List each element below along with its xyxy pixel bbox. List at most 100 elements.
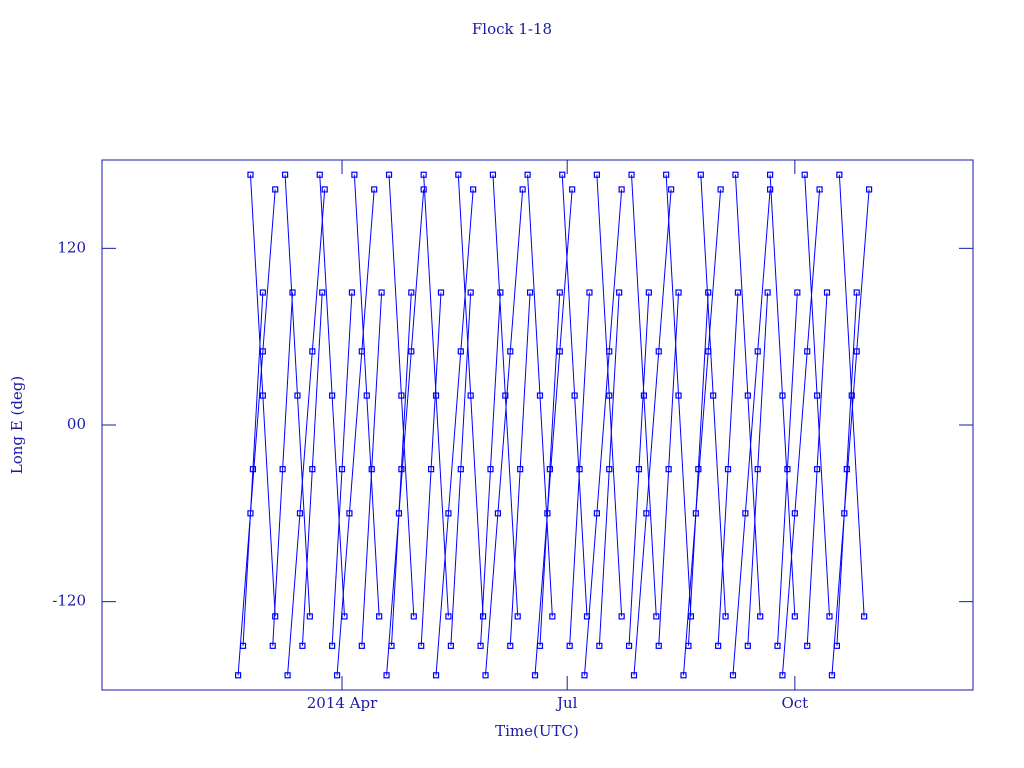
point-marker — [351, 171, 358, 178]
line — [598, 292, 620, 646]
line — [361, 292, 383, 646]
x-tick-label: 2014 Apr — [307, 694, 378, 712]
point-marker — [814, 392, 821, 399]
line — [584, 189, 623, 676]
point-marker — [358, 348, 365, 355]
point-marker — [420, 171, 427, 178]
point-marker — [675, 289, 682, 296]
point-marker — [309, 466, 316, 473]
point-marker — [410, 613, 417, 620]
point-marker — [757, 613, 764, 620]
point-marker — [559, 171, 566, 178]
line — [388, 174, 415, 617]
point-marker — [715, 642, 722, 649]
point-marker — [368, 466, 375, 473]
point-marker — [346, 510, 353, 517]
line — [319, 174, 345, 617]
point-marker — [766, 186, 774, 193]
point-marker — [418, 642, 425, 649]
line — [836, 292, 858, 646]
line — [561, 174, 588, 617]
point-marker — [299, 642, 306, 649]
point-marker — [836, 171, 843, 178]
line — [569, 292, 590, 646]
point-marker — [497, 289, 504, 296]
y-axis-label: Long E (deg) — [8, 376, 26, 475]
line — [769, 174, 796, 617]
point-marker — [848, 392, 855, 399]
point-marker — [640, 392, 648, 399]
point-marker — [549, 613, 556, 620]
point-marker — [470, 186, 477, 193]
plot-frame — [101, 159, 974, 691]
point-marker — [259, 348, 266, 355]
line — [284, 174, 311, 617]
point-marker — [774, 642, 781, 649]
point-marker — [329, 642, 336, 649]
point-marker — [556, 348, 563, 355]
point-marker — [784, 466, 791, 473]
line — [734, 174, 761, 617]
point-marker — [482, 672, 489, 679]
point-marker — [234, 672, 242, 679]
point-marker — [692, 510, 699, 517]
point-marker — [606, 348, 613, 355]
point-marker — [675, 392, 682, 399]
point-marker — [717, 186, 724, 193]
point-marker — [828, 672, 836, 679]
line — [732, 189, 771, 676]
point-marker — [732, 171, 739, 178]
point-marker — [487, 466, 494, 473]
point-marker — [427, 466, 435, 473]
point-marker — [764, 289, 771, 296]
line — [509, 292, 531, 646]
line — [423, 174, 449, 617]
point-marker — [722, 613, 729, 620]
line — [391, 292, 412, 646]
point-marker — [296, 510, 304, 517]
point-marker — [566, 642, 573, 649]
line — [631, 174, 657, 617]
point-marker — [581, 672, 588, 679]
line — [806, 292, 828, 646]
point-marker — [282, 171, 289, 178]
line — [596, 174, 623, 617]
point-marker — [272, 613, 279, 620]
line — [831, 189, 870, 676]
y-tick-label: 00 — [67, 415, 86, 433]
line — [287, 189, 326, 676]
point-marker — [544, 510, 551, 517]
chart-title: Flock 1-18 — [472, 20, 552, 38]
line — [777, 292, 798, 646]
point-marker — [259, 289, 266, 296]
point-marker — [467, 392, 474, 399]
line — [717, 292, 739, 646]
point-marker — [524, 171, 531, 178]
point-marker — [378, 289, 385, 296]
point-marker — [571, 392, 578, 399]
point-marker — [814, 466, 821, 473]
point-marker — [294, 392, 301, 399]
point-marker — [546, 466, 553, 473]
point-marker — [363, 392, 370, 399]
line — [633, 189, 672, 676]
line — [838, 174, 865, 617]
line — [485, 189, 524, 676]
line — [781, 189, 821, 676]
point-marker — [618, 613, 625, 620]
point-marker — [432, 672, 440, 679]
x-tick-label: Oct — [781, 694, 808, 712]
line — [539, 292, 561, 646]
point-marker — [479, 613, 487, 620]
line — [386, 189, 425, 676]
line — [480, 292, 501, 646]
point-marker — [680, 672, 687, 679]
line — [249, 174, 276, 617]
point-marker — [249, 466, 257, 473]
point-marker — [766, 171, 774, 178]
point-marker — [284, 672, 291, 679]
line — [492, 174, 519, 617]
point-marker — [668, 186, 675, 193]
point-marker — [445, 613, 452, 620]
point-marker — [259, 392, 266, 399]
